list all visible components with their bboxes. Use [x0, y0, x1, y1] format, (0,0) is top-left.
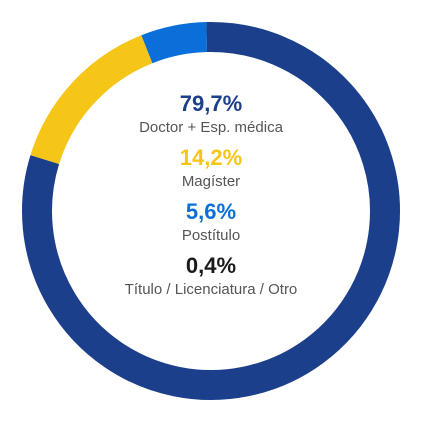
donut-slice-postitulo	[141, 22, 208, 64]
legend-item-titulo: 0,4% Título / Licenciatura / Otro	[56, 252, 366, 300]
center-legend: 79,7% Doctor + Esp. médica 14,2% Magíste…	[56, 90, 366, 306]
slice-value-doctor: 79,7%	[179, 91, 243, 116]
donut-slice-magister	[30, 35, 153, 165]
slice-value-postitulo: 5,6%	[185, 199, 237, 224]
legend-item-magister: 14,2% Magíster	[56, 144, 366, 192]
slice-value-titulo: 0,4%	[185, 253, 237, 278]
slice-value-magister: 14,2%	[179, 145, 243, 170]
slice-label-titulo: Título / Licenciatura / Otro	[124, 281, 298, 298]
slice-label-magister: Magíster	[181, 173, 241, 190]
legend-item-postitulo: 5,6% Postítulo	[56, 198, 366, 246]
donut-slice-doctor	[22, 22, 400, 400]
legend-item-doctor: 79,7% Doctor + Esp. médica	[56, 90, 366, 138]
slice-label-doctor: Doctor + Esp. médica	[139, 119, 283, 136]
slice-label-postitulo: Postítulo	[181, 227, 241, 244]
